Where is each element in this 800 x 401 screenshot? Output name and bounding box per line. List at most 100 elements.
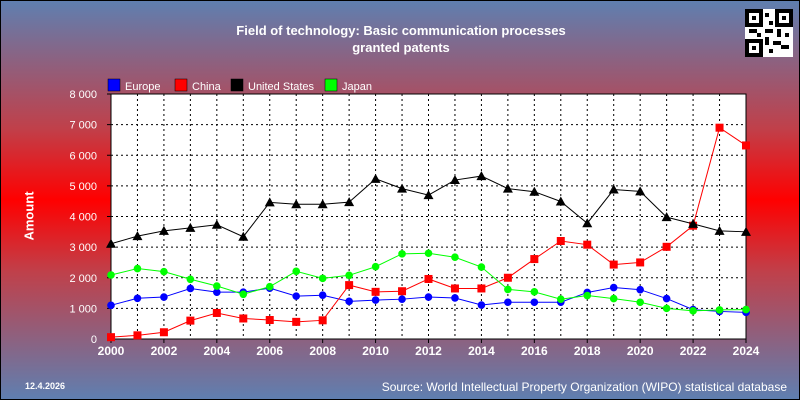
data-point-china	[450, 284, 459, 293]
x-tick-label: 2012	[415, 344, 442, 358]
data-point-japan	[239, 290, 248, 299]
data-point-europe	[371, 296, 380, 304]
x-tick-label: 2000	[98, 344, 125, 358]
y-tick-label: 0	[91, 334, 97, 346]
data-point-japan	[160, 267, 168, 276]
data-point-japan	[398, 250, 406, 258]
data-point-europe	[424, 293, 433, 301]
legend-label-united-states: United States	[248, 81, 315, 93]
data-point-united-states	[608, 184, 619, 194]
data-point-europe	[398, 295, 406, 303]
data-point-china	[265, 316, 274, 325]
data-point-japan	[609, 294, 618, 303]
y-tick-label: 7 000	[69, 120, 97, 132]
data-point-united-states	[449, 175, 460, 185]
x-tick-label: 2002	[151, 344, 178, 358]
data-point-china	[715, 123, 724, 132]
data-point-europe	[662, 294, 671, 303]
series-japan	[107, 249, 750, 315]
data-point-japan	[371, 262, 380, 271]
data-point-china	[662, 242, 671, 251]
data-point-japan	[742, 305, 750, 314]
data-point-europe	[451, 294, 459, 302]
data-point-europe	[609, 283, 618, 292]
chart-title: Field of technology: Basic communication…	[236, 23, 566, 38]
data-point-japan	[424, 249, 433, 258]
x-tick-label: 2004	[203, 344, 230, 358]
data-point-europe	[530, 298, 539, 307]
x-tick-label: 2024	[733, 344, 760, 358]
x-tick-label: 2016	[521, 344, 548, 358]
data-point-japan	[451, 253, 459, 262]
data-point-china	[239, 314, 248, 323]
data-point-united-states	[529, 186, 540, 196]
data-point-china	[424, 274, 433, 283]
data-point-united-states	[106, 238, 116, 248]
data-point-united-states	[714, 225, 725, 235]
data-point-europe	[318, 291, 327, 300]
data-point-united-states	[370, 173, 381, 183]
data-point-japan	[556, 295, 565, 303]
source-label: Source: World Intellectual Property Orga…	[381, 380, 787, 394]
data-point-united-states	[635, 186, 646, 196]
data-point-europe	[504, 298, 512, 307]
x-tick-label: 2022	[680, 344, 707, 358]
data-point-united-states	[211, 219, 222, 229]
x-tick-label: 2014	[468, 344, 495, 358]
data-point-china	[530, 255, 539, 264]
data-point-united-states	[423, 190, 434, 200]
data-point-united-states	[291, 199, 302, 209]
data-point-china	[107, 333, 115, 342]
x-tick-label: 2020	[627, 344, 654, 358]
y-tick-label: 4 000	[69, 212, 97, 224]
data-point-china	[318, 316, 327, 325]
data-point-china	[398, 287, 407, 296]
data-point-united-states	[264, 197, 275, 207]
legend-swatch-japan	[324, 78, 338, 92]
data-point-japan	[265, 282, 274, 291]
data-point-europe	[160, 293, 168, 301]
data-point-europe	[186, 284, 195, 293]
data-point-united-states	[555, 196, 566, 206]
data-point-europe	[213, 288, 221, 296]
data-point-china	[636, 258, 645, 267]
data-point-japan	[107, 271, 115, 279]
data-point-china	[159, 328, 168, 337]
x-tick-label: 2006	[256, 344, 283, 358]
gridlines	[107, 93, 747, 343]
data-point-china	[186, 316, 195, 325]
data-point-china	[345, 281, 354, 290]
data-point-united-states	[317, 199, 328, 209]
data-point-europe	[636, 285, 644, 294]
data-point-europe	[107, 301, 115, 310]
y-tick-label: 8 000	[69, 89, 97, 101]
data-point-china	[609, 260, 618, 269]
data-point-united-states	[185, 222, 196, 232]
x-tick-labels: 2000 2002 2004 2006 2008 2010 2012 2014 2016 2018…	[98, 344, 760, 358]
legend-swatch-europe	[107, 78, 121, 92]
y-tick-label: 3 000	[69, 242, 97, 254]
data-point-japan	[583, 291, 592, 300]
legend-label-europe: Europe	[125, 81, 160, 93]
data-point-europe	[133, 294, 142, 303]
data-point-japan	[662, 304, 671, 313]
series-group	[106, 123, 751, 342]
data-point-china	[503, 273, 512, 282]
data-point-japan	[318, 274, 327, 283]
legend-swatch-china	[174, 78, 188, 92]
data-point-china	[371, 287, 380, 296]
data-point-united-states	[476, 171, 487, 181]
data-point-japan	[715, 306, 724, 314]
legend: Europe China United States Japan	[107, 78, 372, 93]
data-point-united-states	[661, 212, 672, 222]
data-point-europe	[292, 292, 301, 300]
x-tick-label: 2010	[362, 344, 389, 358]
x-tick-label: 2018	[574, 344, 601, 358]
data-point-japan	[477, 263, 486, 271]
legend-label-japan: Japan	[342, 81, 372, 93]
data-point-united-states	[238, 231, 249, 241]
data-point-china	[292, 317, 301, 326]
data-point-china	[742, 141, 750, 150]
legend-label-china: China	[192, 81, 222, 93]
